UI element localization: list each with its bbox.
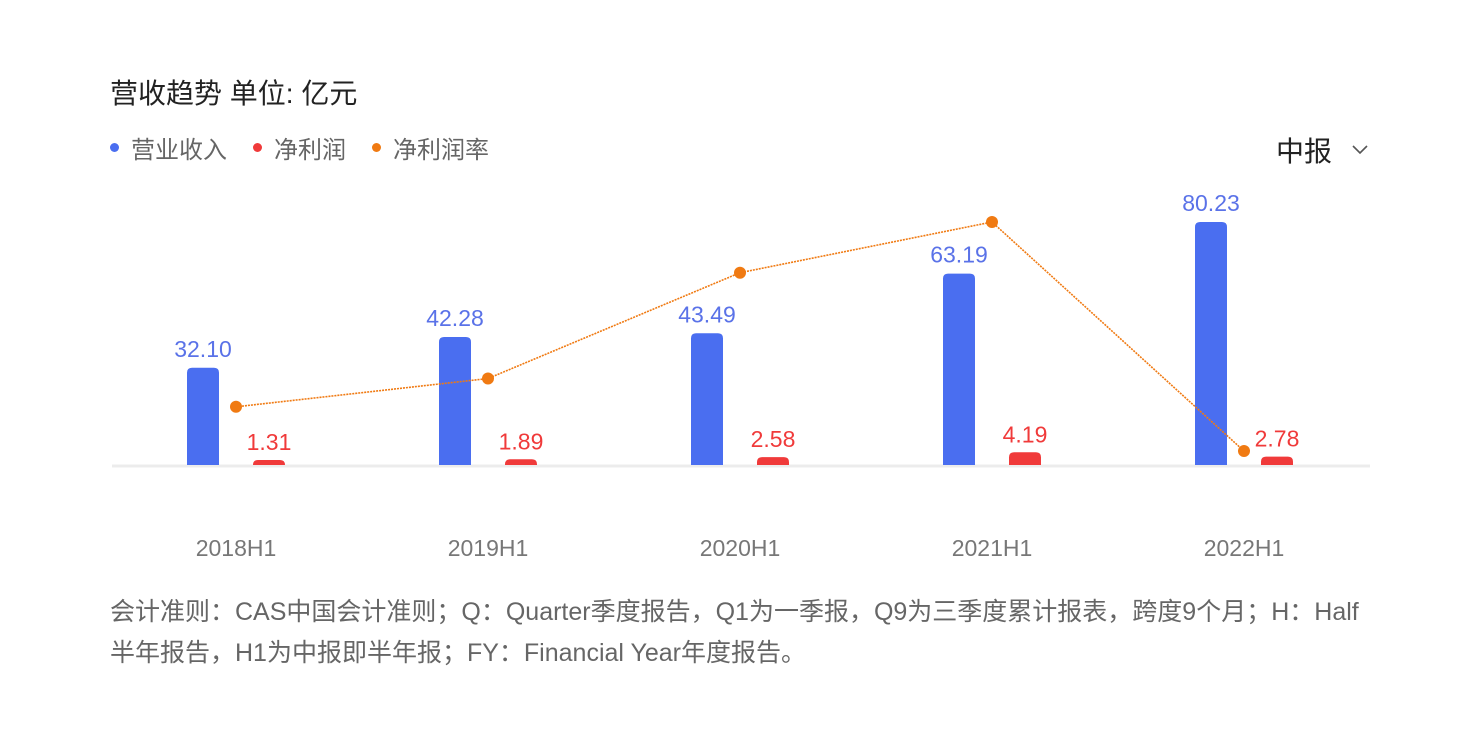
- revenue-data-label: 42.28: [426, 305, 484, 331]
- period-dropdown-value: 中报: [1275, 136, 1332, 167]
- chevron-down-icon: [1352, 145, 1368, 155]
- legend-label-net-profit: 净利润: [274, 137, 346, 164]
- revenue-data-label: 32.10: [174, 336, 232, 362]
- legend-dot-net-profit: [253, 143, 262, 152]
- x-tick-label: 2021H1: [952, 535, 1033, 561]
- legend-label-revenue: 营业收入: [131, 137, 227, 164]
- net-profit-data-label: 2.58: [751, 426, 796, 452]
- legend-item-net-profit[interactable]: 净利润: [253, 130, 346, 165]
- x-tick-label: 2022H1: [1204, 535, 1285, 561]
- net-margin-line: [235, 221, 1245, 452]
- net-profit-data-label: 4.19: [1003, 421, 1048, 447]
- net-profit-data-label: 1.89: [499, 428, 544, 454]
- net-margin-point: [734, 266, 746, 279]
- net-margin-point: [1238, 445, 1250, 457]
- net-profit-bar: [505, 459, 537, 465]
- net-margin-point: [230, 400, 242, 413]
- legend-dot-revenue: [110, 143, 119, 152]
- net-profit-bar: [1009, 452, 1041, 465]
- legend-dot-net-margin: [372, 143, 381, 152]
- net-profit-data-label: 1.31: [247, 429, 292, 455]
- net-margin-point: [482, 372, 494, 385]
- revenue-data-label: 80.23: [1182, 190, 1240, 216]
- revenue-bar: [187, 367, 219, 465]
- x-tick-label: 2020H1: [700, 535, 781, 561]
- period-dropdown[interactable]: 中报: [1276, 130, 1368, 170]
- chart-plot-area: 32.10 1.31 2018H1 42.28 1.89 2019H1 43.49 2.58 2…: [112, 190, 1370, 561]
- x-tick-label: 2018H1: [196, 535, 277, 561]
- net-profit-bar: [253, 460, 285, 465]
- accounting-footnote: 会计准则：CAS中国会计准则；Q：Quarter季度报告，Q1为一季报，Q9为三…: [110, 598, 1359, 667]
- net-profit-bar: [757, 457, 789, 465]
- revenue-data-label: 43.49: [678, 301, 736, 327]
- revenue-bar: [1195, 222, 1227, 465]
- net-profit-data-label: 2.78: [1255, 426, 1300, 452]
- net-margin-point: [986, 216, 998, 228]
- x-tick-label: 2019H1: [448, 535, 529, 561]
- chart-title: 营收趋势 单位: 亿元: [110, 78, 358, 109]
- revenue-data-label: 63.19: [930, 242, 988, 268]
- legend-label-net-margin: 净利润率: [393, 137, 489, 164]
- revenue-bar: [691, 333, 723, 465]
- legend-item-net-margin[interactable]: 净利润率: [372, 130, 489, 165]
- legend-item-revenue[interactable]: 营业收入: [110, 130, 227, 165]
- revenue-bar: [439, 336, 471, 465]
- revenue-bar: [943, 273, 975, 465]
- net-profit-bar: [1261, 456, 1293, 465]
- chart-legend: 营业收入 净利润 净利润率: [110, 130, 489, 165]
